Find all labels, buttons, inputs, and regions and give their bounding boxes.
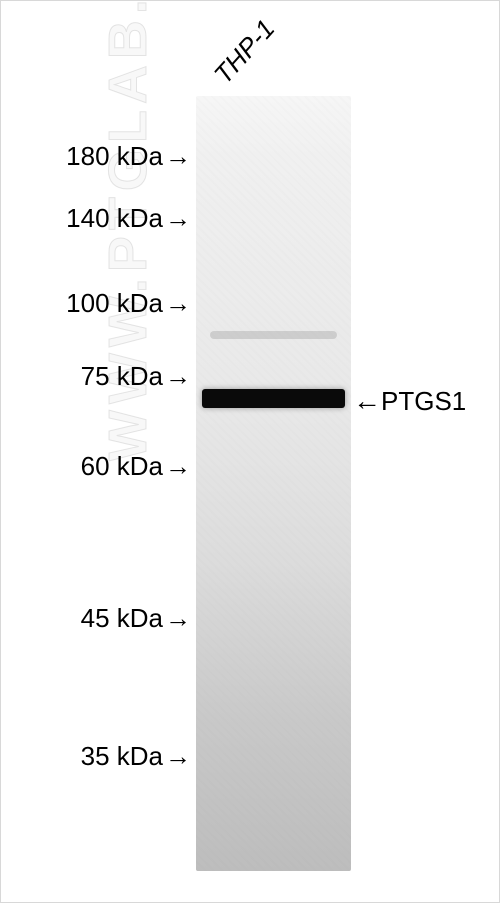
target-label: PTGS1 (381, 386, 466, 417)
marker-45: 45 kDa→ (81, 603, 191, 634)
marker-60: 60 kDa→ (81, 451, 191, 482)
marker-label: 180 kDa (66, 141, 163, 172)
arrow-right-icon: → (165, 741, 191, 772)
arrow-right-icon: → (165, 203, 191, 234)
marker-180: 180 kDa→ (66, 141, 191, 172)
marker-label: 75 kDa (81, 361, 163, 392)
arrow-right-icon: → (165, 288, 191, 319)
arrow-right-icon: → (165, 603, 191, 634)
target-band (202, 389, 345, 408)
marker-label: 140 kDa (66, 203, 163, 234)
arrow-right-icon: → (165, 361, 191, 392)
marker-label: 60 kDa (81, 451, 163, 482)
lane-label: THP-1 (208, 13, 281, 90)
arrow-right-icon: → (165, 451, 191, 482)
target-label-group: ←PTGS1 (353, 385, 466, 417)
arrow-right-icon: → (165, 141, 191, 172)
blot-lane (196, 96, 351, 871)
marker-label: 35 kDa (81, 741, 163, 772)
marker-140: 140 kDa→ (66, 203, 191, 234)
marker-100: 100 kDa→ (66, 288, 191, 319)
marker-label: 100 kDa (66, 288, 163, 319)
marker-75: 75 kDa→ (81, 361, 191, 392)
marker-35: 35 kDa→ (81, 741, 191, 772)
arrow-left-icon: ← (353, 385, 381, 417)
faint-band (210, 331, 337, 339)
figure-frame: WWW.PTGLAB.COM THP-1 180 kDa→ 140 kDa→ 1… (0, 0, 500, 903)
marker-label: 45 kDa (81, 603, 163, 634)
